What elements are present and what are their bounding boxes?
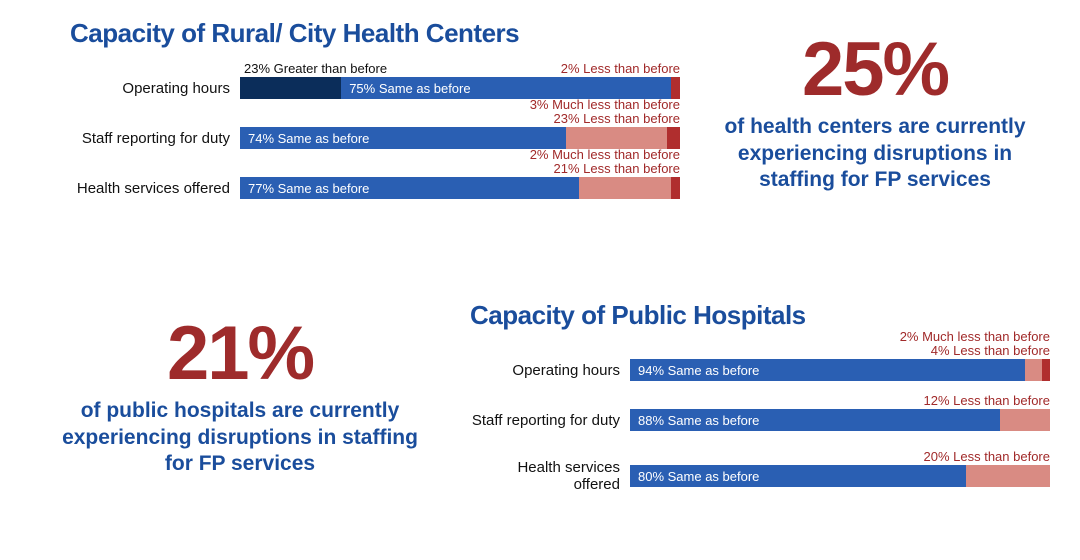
bar-segment: [1000, 409, 1050, 431]
callout2-subtext: of public hospitals are currently experi…: [60, 398, 420, 477]
bar-segment-label: 94% Same as before: [630, 363, 759, 378]
bar-segment: [1042, 359, 1050, 381]
callout-21: 21% of public hospitals are currently ex…: [60, 320, 420, 477]
bar-track: 94% Same as before2% Much less than befo…: [630, 359, 1050, 381]
chart2-title: Capacity of Public Hospitals: [470, 300, 1050, 331]
bar-track: 80% Same as before20% Less than before: [630, 465, 1050, 487]
bar-segment: 75% Same as before: [341, 77, 671, 99]
bar-track: 74% Same as before3% Much less than befo…: [240, 127, 680, 149]
bar-track: 88% Same as before12% Less than before: [630, 409, 1050, 431]
bar-label: Operating hours: [70, 80, 240, 97]
bar-segment: [579, 177, 671, 199]
bar-track: 75% Same as before23% Greater than befor…: [240, 77, 680, 99]
bar-segment: [671, 177, 680, 199]
bar-segment-label: 80% Same as before: [630, 469, 759, 484]
bar-segment: [566, 127, 667, 149]
bar-annotation: 12% Less than before: [924, 393, 1050, 408]
bar-label: Staff reporting for duty: [470, 412, 630, 429]
bar-segment: [671, 77, 680, 99]
bar-segment: 94% Same as before: [630, 359, 1025, 381]
bar-label: Health services offered: [70, 180, 240, 197]
bar-segment: 74% Same as before: [240, 127, 566, 149]
bar-row: Operating hours75% Same as before23% Gre…: [70, 77, 680, 99]
bar-row: Staff reporting for duty88% Same as befo…: [470, 409, 1050, 431]
callout1-value: 25%: [710, 36, 1040, 104]
callout1-subtext: of health centers are currently experien…: [710, 114, 1040, 193]
bar-annotation: 23% Greater than before: [244, 61, 387, 76]
bar-label: Staff reporting for duty: [70, 130, 240, 147]
bar-annotation: 2% Less than before: [561, 61, 680, 76]
bar-row: Health services offered80% Same as befor…: [470, 459, 1050, 493]
bar-segment: [240, 77, 341, 99]
bar-segment: 77% Same as before: [240, 177, 579, 199]
bar-annotation: 23% Less than before: [554, 111, 680, 126]
bar-annotation: 2% Much less than before: [900, 329, 1050, 344]
bar-segment-label: 77% Same as before: [240, 181, 369, 196]
bar-annotation: 20% Less than before: [924, 449, 1050, 464]
bar-row: Staff reporting for duty74% Same as befo…: [70, 127, 680, 149]
bar-segment: [1025, 359, 1042, 381]
bar-segment-label: 75% Same as before: [341, 81, 470, 96]
chart-health-centers: Capacity of Rural/ City Health Centers O…: [70, 18, 680, 227]
bar-annotation: 21% Less than before: [554, 161, 680, 176]
bar-segment: [667, 127, 680, 149]
bar-annotation: 2% Much less than before: [530, 147, 680, 162]
bar-segment: 80% Same as before: [630, 465, 966, 487]
bar-track: 77% Same as before2% Much less than befo…: [240, 177, 680, 199]
bar-segment-label: 88% Same as before: [630, 413, 759, 428]
bar-row: Operating hours94% Same as before2% Much…: [470, 359, 1050, 381]
callout2-value: 21%: [60, 320, 420, 388]
bar-row: Health services offered77% Same as befor…: [70, 177, 680, 199]
callout-25: 25% of health centers are currently expe…: [710, 36, 1040, 193]
bar-annotation: 4% Less than before: [931, 343, 1050, 358]
bar-annotation: 3% Much less than before: [530, 97, 680, 112]
bar-label: Operating hours: [470, 362, 630, 379]
chart1-title: Capacity of Rural/ City Health Centers: [70, 18, 680, 49]
bar-segment: [966, 465, 1050, 487]
bar-label: Health services offered: [470, 459, 630, 493]
bar-segment-label: 74% Same as before: [240, 131, 369, 146]
chart-public-hospitals: Capacity of Public Hospitals Operating h…: [470, 300, 1050, 521]
bar-segment: 88% Same as before: [630, 409, 1000, 431]
